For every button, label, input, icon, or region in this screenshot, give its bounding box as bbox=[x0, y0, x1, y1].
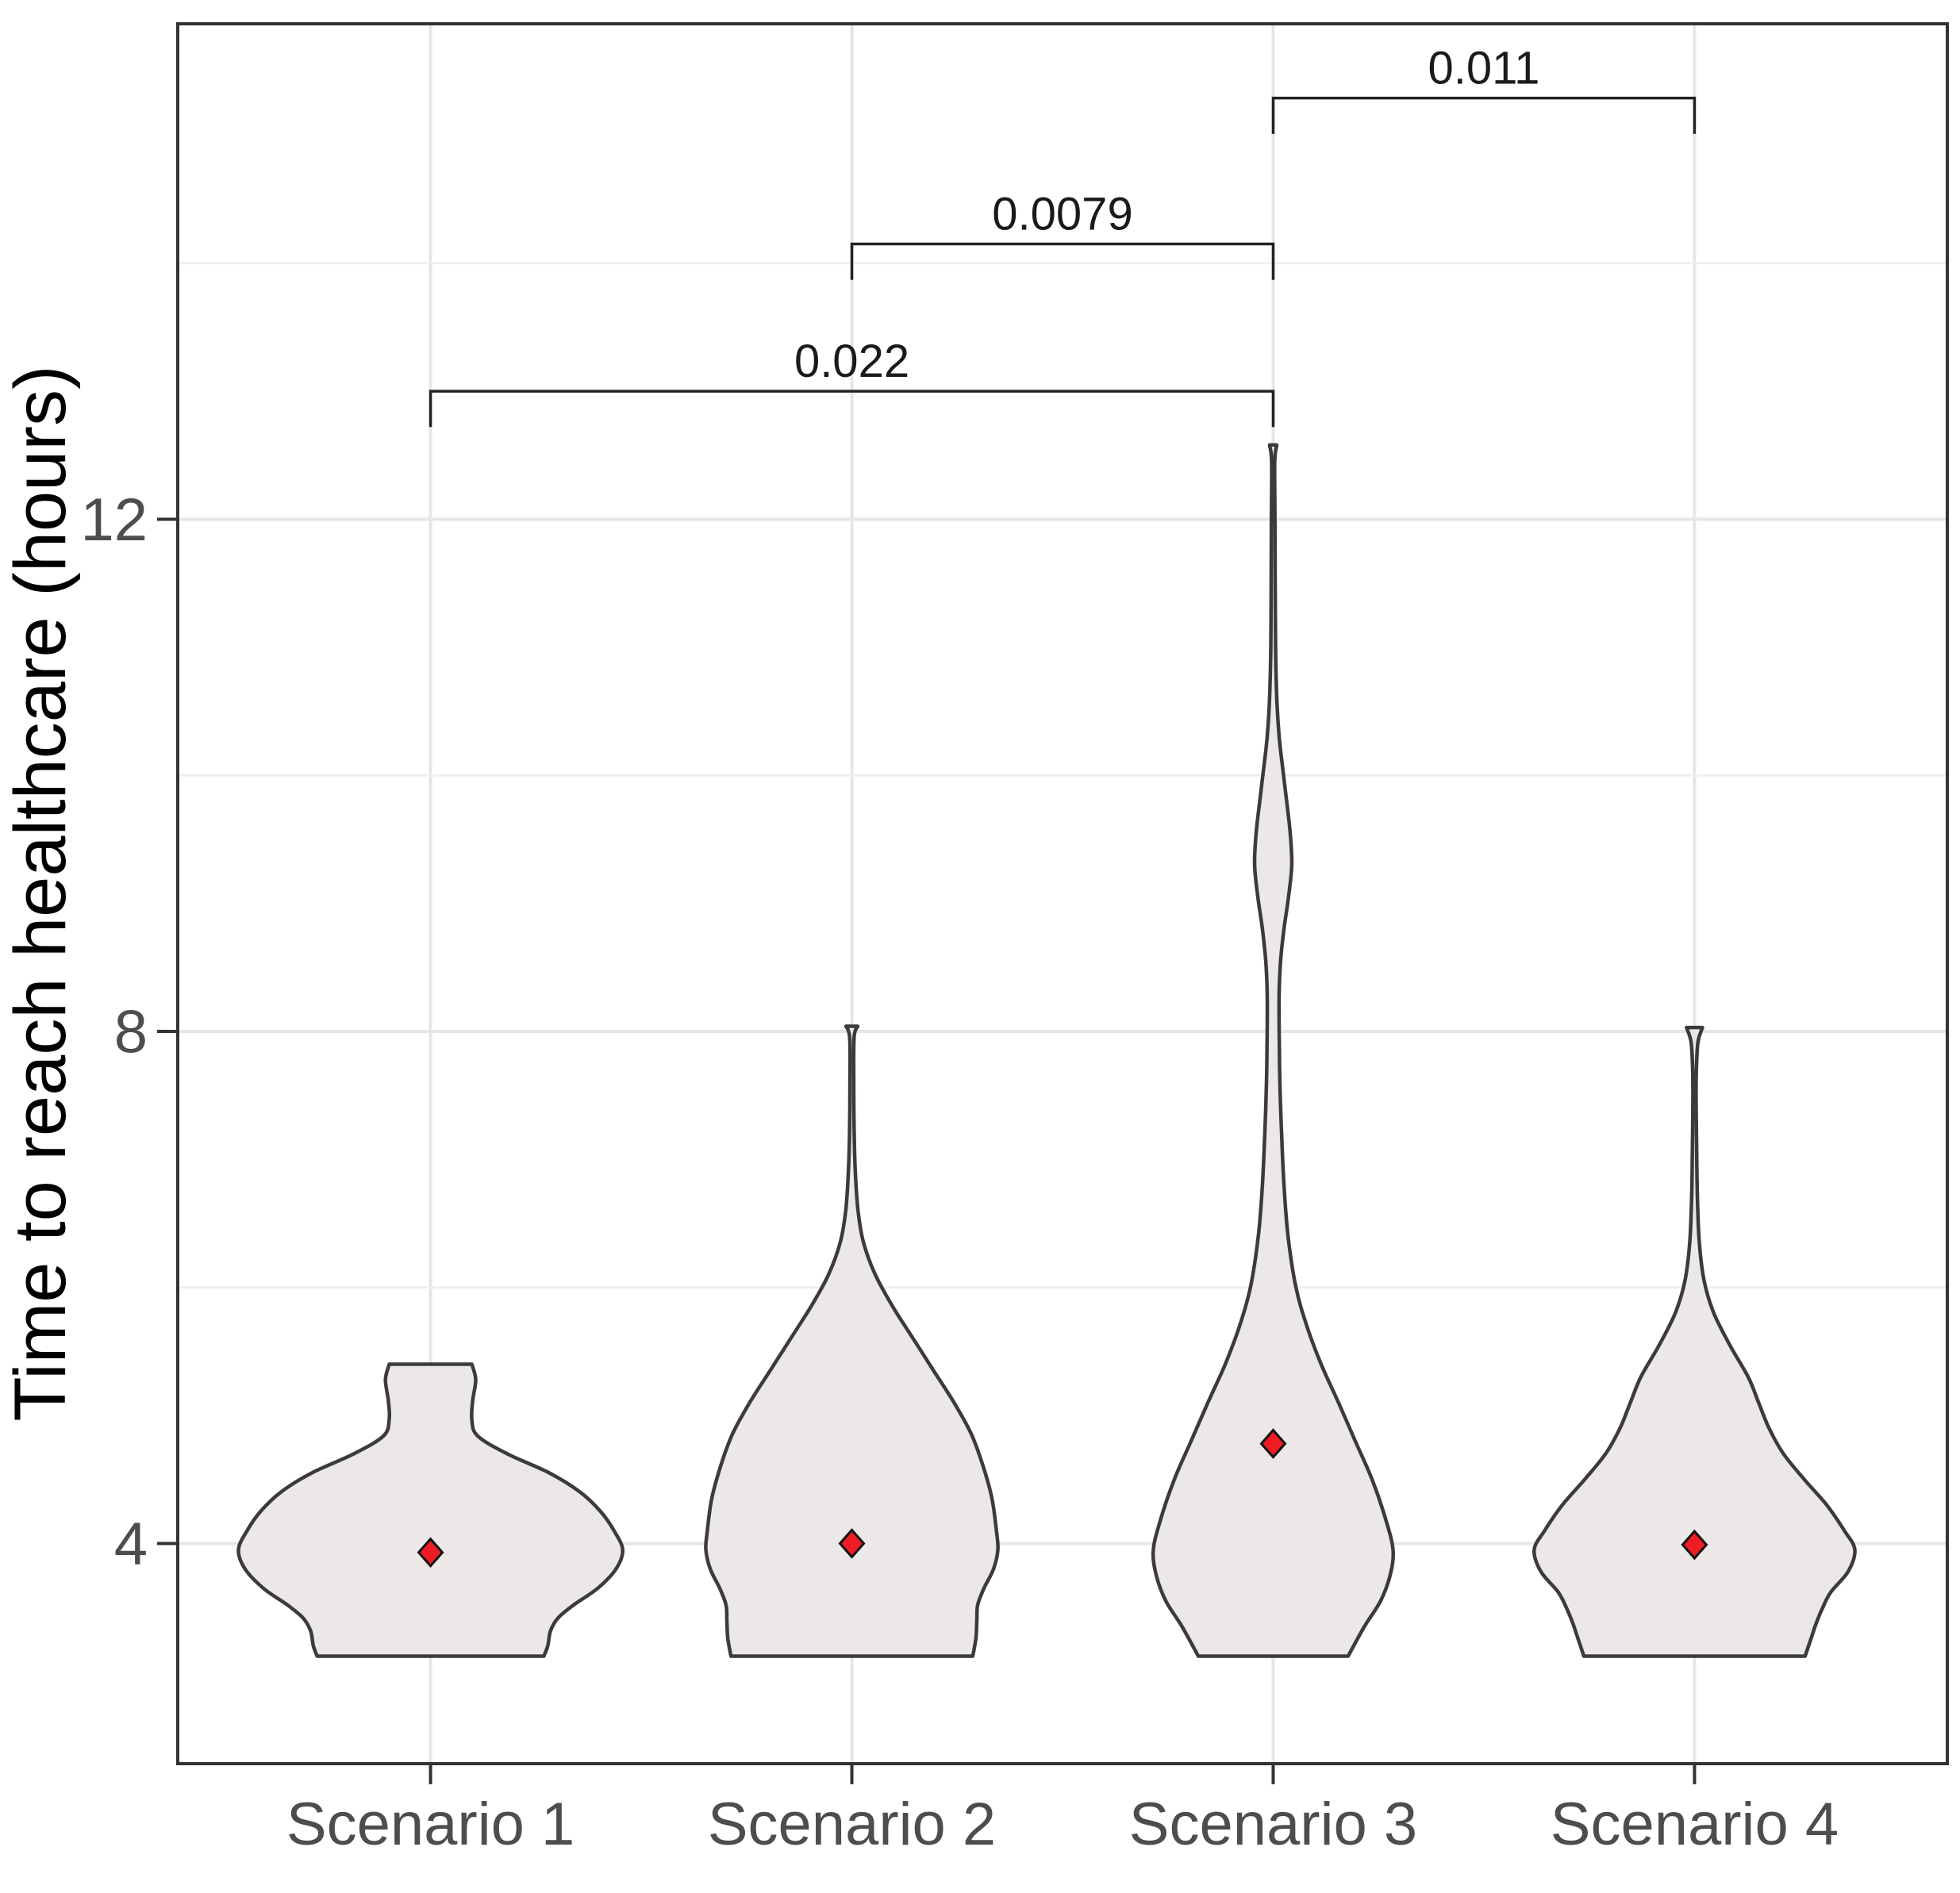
p-value-label-2: 0.0079 bbox=[992, 189, 1132, 240]
violin-1 bbox=[236, 1362, 625, 1658]
significance-bracket-1 bbox=[429, 390, 1275, 428]
y-axis-title: Time to reach healthcare (hours) bbox=[0, 365, 81, 1421]
violin-3 bbox=[1151, 443, 1395, 1658]
violin-4 bbox=[1532, 1025, 1857, 1658]
mean-diamond-3 bbox=[1259, 1428, 1287, 1459]
p-value-label-3: 0.011 bbox=[1428, 43, 1540, 94]
x-tick-label-1: Scenario 1 bbox=[286, 1791, 575, 1858]
significance-bracket-3 bbox=[1271, 96, 1697, 134]
y-tick-label: 4 bbox=[114, 1511, 148, 1578]
panel-border bbox=[176, 22, 1949, 1765]
y-tick-label: 12 bbox=[80, 486, 148, 554]
x-tick-label-4: Scenario 4 bbox=[1551, 1791, 1839, 1858]
mean-diamond-2 bbox=[838, 1528, 866, 1559]
x-tick-label-2: Scenario 2 bbox=[708, 1791, 996, 1858]
significance-bracket-2 bbox=[850, 242, 1275, 280]
p-value-label-1: 0.022 bbox=[794, 336, 909, 387]
y-tick-label: 8 bbox=[114, 999, 148, 1066]
mean-diamond-1 bbox=[417, 1537, 444, 1569]
mean-diamond-4 bbox=[1681, 1529, 1708, 1561]
x-tick-label-3: Scenario 3 bbox=[1129, 1791, 1417, 1858]
violin-2 bbox=[704, 1024, 1000, 1658]
